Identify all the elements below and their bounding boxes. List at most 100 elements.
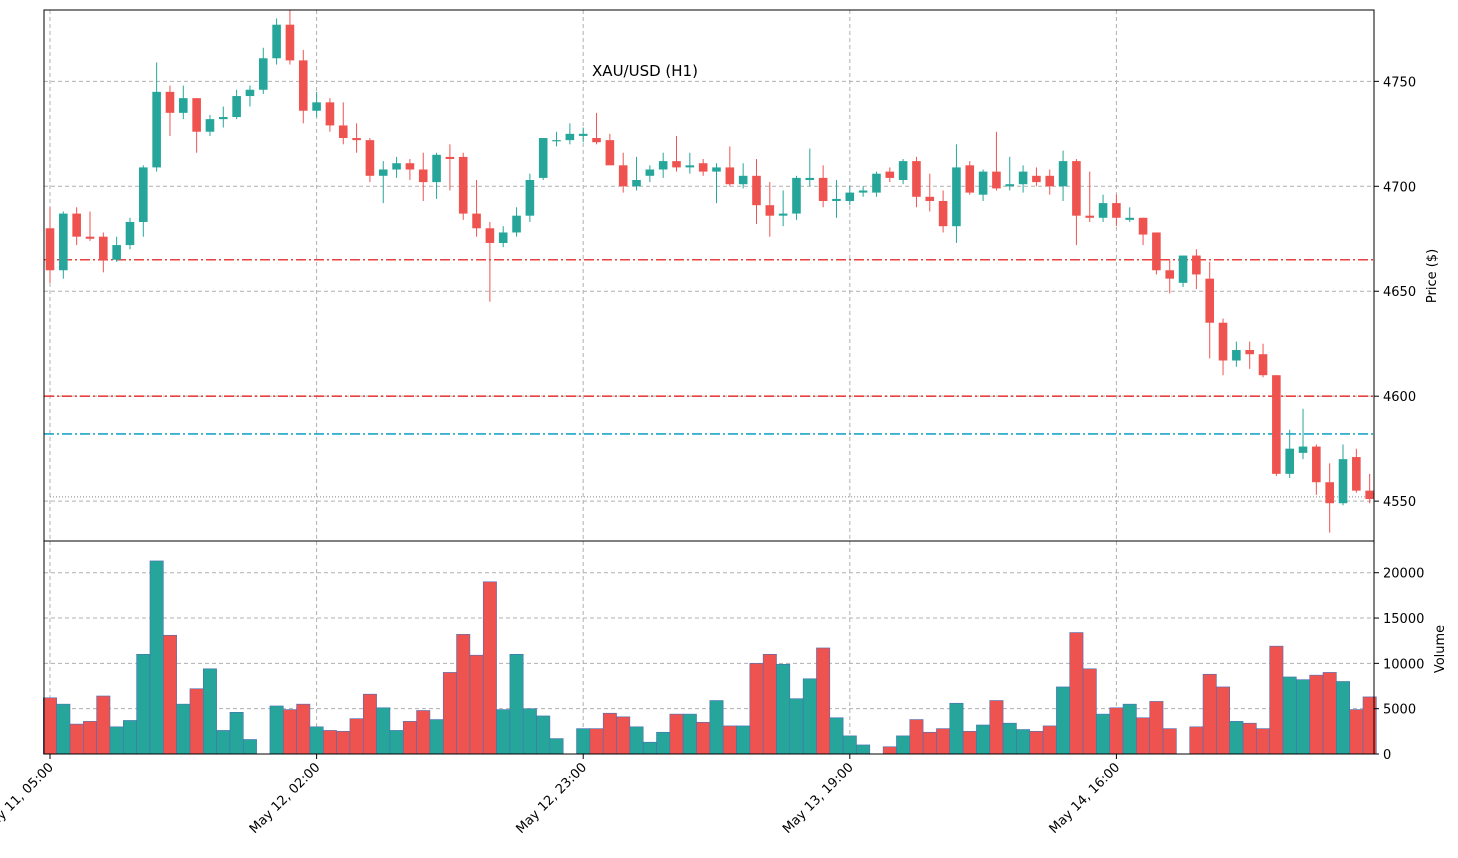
candle-body bbox=[1112, 203, 1121, 218]
volume-bar bbox=[696, 721, 711, 755]
candle-body bbox=[179, 98, 188, 113]
volume-bar bbox=[389, 730, 404, 755]
volume-bar bbox=[269, 705, 284, 755]
volume-bar bbox=[1296, 679, 1310, 755]
candle-body bbox=[472, 213, 481, 229]
candle-body bbox=[898, 161, 908, 181]
candle-body bbox=[1325, 482, 1334, 504]
candle-body bbox=[285, 24, 295, 61]
price-tick-label: 4600 bbox=[1383, 390, 1416, 405]
volume-bar bbox=[1082, 668, 1097, 755]
candle-body bbox=[1312, 446, 1321, 483]
candle-body bbox=[1298, 446, 1308, 453]
volume-bar bbox=[1216, 686, 1231, 755]
volume-bar bbox=[576, 728, 591, 755]
candle-body bbox=[112, 245, 121, 260]
candle-body bbox=[378, 169, 388, 176]
volume-bar bbox=[989, 700, 1004, 755]
candle-body bbox=[858, 190, 868, 193]
volume-bar bbox=[1282, 676, 1297, 755]
volume-bar bbox=[163, 634, 177, 755]
volume-bar bbox=[282, 709, 297, 755]
volume-bar bbox=[1029, 731, 1044, 755]
volume-bar bbox=[922, 731, 937, 755]
candle-body bbox=[1205, 278, 1215, 323]
volume-bar bbox=[189, 688, 204, 755]
candle-body bbox=[485, 228, 495, 243]
candle-body bbox=[552, 140, 561, 142]
candles bbox=[45, 10, 1374, 533]
volume-tick-label: 0 bbox=[1383, 748, 1391, 763]
candle-body bbox=[218, 117, 228, 120]
volume-bar bbox=[602, 712, 617, 755]
volume-bar bbox=[109, 726, 124, 755]
candle-body bbox=[725, 167, 735, 185]
candle-body bbox=[72, 213, 81, 237]
candle-body bbox=[418, 169, 428, 183]
candle-body bbox=[965, 165, 975, 193]
x-tick-label: May 12, 23:00 bbox=[513, 760, 590, 837]
volume-bar bbox=[909, 719, 924, 755]
volume-bar bbox=[896, 735, 911, 755]
volume-tick-label: 10000 bbox=[1383, 657, 1424, 672]
volume-bar bbox=[669, 713, 684, 755]
candle-body bbox=[258, 58, 268, 90]
volume-bar bbox=[242, 739, 257, 755]
volume-bar bbox=[762, 653, 777, 755]
candle-body bbox=[1232, 350, 1241, 361]
volume-bar bbox=[829, 717, 844, 755]
candle-body bbox=[1085, 215, 1095, 218]
volume-bar bbox=[722, 725, 737, 755]
volume-bar bbox=[1016, 729, 1031, 755]
candle-body bbox=[885, 171, 895, 178]
candle-body bbox=[139, 167, 148, 222]
volume-bar bbox=[123, 720, 137, 755]
volume-bar bbox=[1309, 674, 1324, 755]
candle-body bbox=[152, 91, 161, 168]
candle-body bbox=[645, 169, 655, 176]
candle-body bbox=[805, 177, 815, 181]
candle-body bbox=[1218, 322, 1228, 361]
candle-body bbox=[1058, 161, 1068, 187]
volume-bar bbox=[789, 698, 804, 755]
candle-body bbox=[525, 180, 535, 216]
volume-axis-label: Volume bbox=[1433, 625, 1448, 673]
volume-bar bbox=[962, 731, 977, 755]
volume-bar bbox=[43, 697, 57, 755]
volume-bar bbox=[856, 744, 871, 755]
candle-body bbox=[1192, 255, 1201, 275]
volume-bar bbox=[1149, 701, 1164, 755]
candle-body bbox=[245, 89, 255, 97]
volume-bar bbox=[309, 726, 324, 755]
volume-bar bbox=[736, 725, 751, 755]
chart-title: XAU/USD (H1) bbox=[592, 62, 698, 80]
volume-bar bbox=[1322, 672, 1337, 755]
candle-body bbox=[1365, 490, 1374, 500]
volume-bar bbox=[1056, 686, 1071, 755]
candle-body bbox=[778, 213, 788, 216]
candle-body bbox=[872, 173, 881, 193]
volume-bar bbox=[402, 721, 417, 755]
volume-bar bbox=[1202, 673, 1217, 755]
volume-tick-label: 15000 bbox=[1383, 612, 1424, 627]
candle-body bbox=[59, 213, 68, 271]
volume-bar bbox=[56, 703, 71, 755]
candle-body bbox=[565, 133, 575, 141]
volume-bar bbox=[429, 719, 444, 755]
volume-bar bbox=[976, 724, 991, 755]
volume-bar bbox=[1162, 728, 1177, 755]
volume-bar bbox=[456, 634, 471, 755]
candle-body bbox=[592, 138, 601, 143]
volume-bar bbox=[776, 663, 791, 755]
candle-body bbox=[845, 192, 855, 201]
volume-bar bbox=[842, 735, 857, 755]
price-tick-label: 4550 bbox=[1383, 495, 1416, 510]
candle-body bbox=[698, 163, 708, 172]
candle-body bbox=[125, 221, 135, 246]
volume-bar bbox=[1069, 632, 1084, 755]
volume-bar bbox=[202, 668, 217, 755]
candle-body bbox=[632, 180, 641, 187]
candle-body bbox=[365, 140, 375, 176]
volume-bar bbox=[1256, 728, 1270, 755]
